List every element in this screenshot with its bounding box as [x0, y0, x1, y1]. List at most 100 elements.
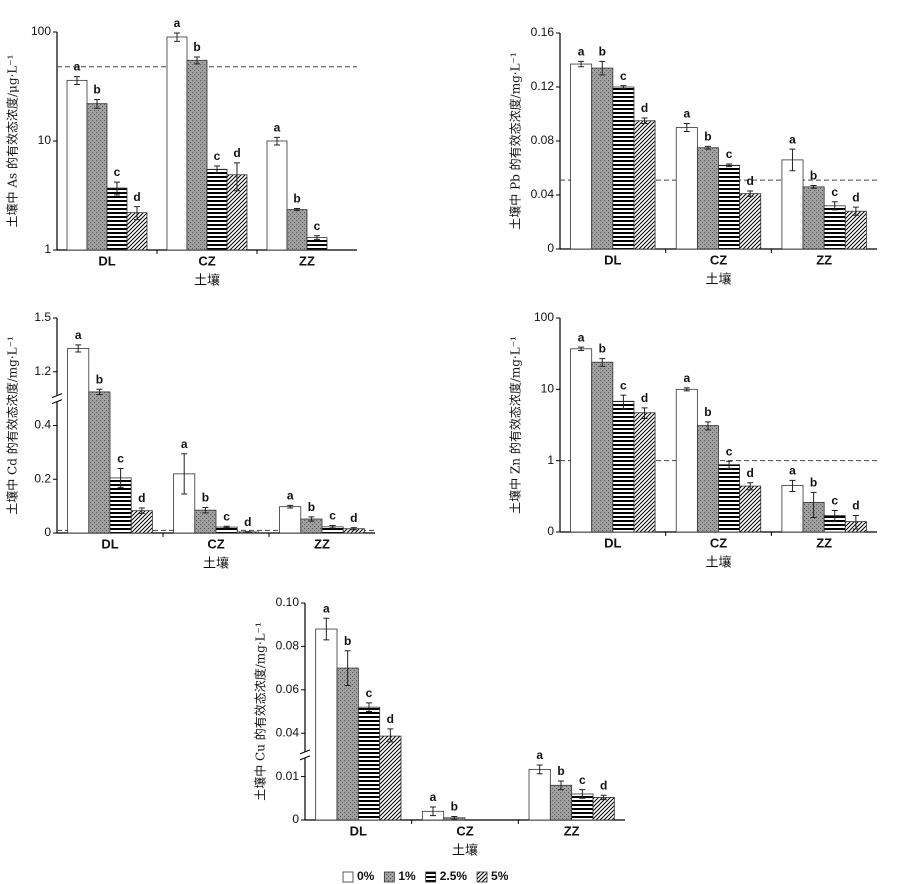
bar: [286, 209, 308, 251]
error-bar: [726, 163, 733, 168]
error-bar: [620, 85, 627, 89]
error-bar: [600, 794, 607, 801]
legend-label: 2.5%: [440, 869, 468, 883]
error-bar: [451, 816, 458, 820]
error-bar: [831, 510, 838, 523]
significance-label: d: [233, 146, 240, 160]
bar: [802, 186, 825, 250]
error-bar: [314, 235, 320, 240]
error-bar: [366, 702, 372, 712]
y-tick-label: 0.04: [276, 725, 300, 739]
x-tick-label: DL: [604, 535, 621, 550]
bar: [166, 36, 188, 251]
significance-label: b: [451, 800, 458, 814]
significance-label: b: [704, 405, 711, 419]
significance-label: c: [726, 444, 733, 458]
significance-label: c: [117, 452, 124, 466]
y-tick-label: 0.12: [531, 79, 555, 93]
bar: [739, 193, 762, 250]
y-tick-label: 0.10: [276, 595, 300, 609]
error-bar: [599, 358, 606, 367]
significance-label: d: [852, 190, 859, 204]
significance-label: a: [683, 371, 690, 385]
significance-label: b: [193, 40, 200, 54]
legend-label: 0%: [357, 869, 375, 883]
bar: [781, 159, 804, 250]
bar: [591, 361, 614, 533]
bar: [844, 210, 867, 250]
error-bar: [114, 181, 120, 196]
error-bar: [308, 516, 315, 522]
bar: [570, 348, 593, 533]
significance-label: b: [344, 634, 351, 648]
significance-label: c: [366, 686, 373, 700]
x-tick-label: ZZ: [314, 536, 330, 551]
error-bar: [194, 56, 200, 65]
significance-label: b: [96, 372, 103, 386]
significance-label: a: [789, 132, 796, 146]
error-bar: [810, 491, 817, 518]
error-bar: [641, 117, 648, 124]
bar: [315, 628, 338, 821]
legend-swatch: [425, 871, 437, 883]
error-bar: [620, 394, 627, 410]
error-bar: [323, 617, 330, 641]
significance-label: a: [323, 601, 330, 615]
legend-swatch: [476, 871, 488, 883]
y-tick-label: 0.4: [34, 418, 51, 432]
bar: [739, 485, 762, 533]
y-axis-label: 土壤中 As 的有效态浓度/μg·L⁻¹: [5, 55, 20, 228]
x-tick-label: CZ: [207, 536, 224, 551]
significance-label: b: [810, 169, 817, 183]
error-bar: [726, 460, 733, 469]
error-bar: [344, 650, 351, 686]
significance-label: a: [75, 328, 82, 342]
x-tick-label: ZZ: [299, 253, 315, 268]
significance-label: b: [810, 475, 817, 489]
x-axis-label: 土壤: [203, 555, 229, 570]
bar: [612, 86, 635, 250]
bar: [591, 67, 614, 250]
significance-label: c: [223, 509, 230, 523]
bar: [106, 187, 128, 251]
y-tick-label: 0: [547, 524, 554, 538]
bar: [633, 120, 656, 250]
y-tick-label: 0: [547, 241, 554, 255]
axis-break: [299, 749, 311, 761]
y-tick-label: 1: [547, 453, 554, 467]
y-axis-label: 土壤中 Cd 的有效态浓度/mg·L⁻¹: [5, 336, 20, 515]
significance-label: d: [747, 466, 754, 480]
y-tick-label: 0: [292, 812, 299, 826]
significance-label: d: [641, 391, 648, 405]
y-tick-label: 0.06: [276, 682, 300, 696]
bar: [379, 735, 402, 821]
significance-label: a: [174, 16, 181, 30]
bar: [357, 706, 381, 821]
error-bar: [350, 527, 357, 531]
error-bar: [579, 789, 586, 799]
bar: [675, 127, 698, 250]
significance-label: a: [74, 60, 81, 74]
significance-label: a: [181, 437, 188, 451]
bar: [279, 506, 302, 534]
bar: [67, 348, 90, 534]
error-bar: [329, 524, 336, 529]
error-bar: [683, 122, 690, 133]
axis-break-mask: [301, 751, 309, 758]
error-bar: [138, 507, 145, 514]
y-tick-label: 10: [38, 133, 52, 147]
x-tick-label: DL: [98, 253, 115, 268]
error-bar: [234, 162, 240, 192]
error-bar: [174, 32, 180, 42]
x-tick-label: DL: [101, 536, 118, 551]
bar: [88, 391, 111, 534]
error-bar: [683, 387, 690, 392]
significance-label: a: [274, 121, 281, 135]
significance-label: c: [314, 219, 321, 233]
x-axis-label: 土壤: [452, 842, 478, 857]
y-tick-label: 1: [44, 242, 51, 256]
significance-label: c: [329, 509, 336, 523]
x-tick-label: ZZ: [816, 252, 832, 267]
bar: [633, 412, 656, 533]
significance-label: c: [620, 69, 627, 83]
